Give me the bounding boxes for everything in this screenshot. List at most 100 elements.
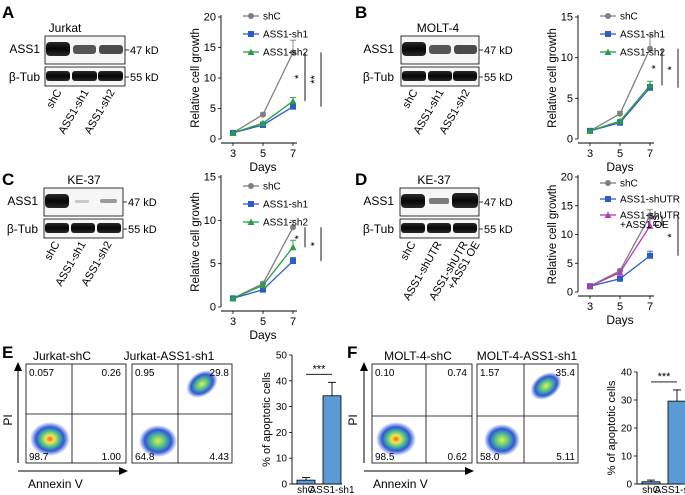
data-point <box>647 45 653 52</box>
y-tick-label: 15 <box>204 172 216 184</box>
blot-band <box>98 71 123 81</box>
y-axis-title: Relative cell growth <box>547 185 559 285</box>
data-point <box>647 212 653 219</box>
x-axis-title: Days <box>249 160 276 174</box>
quadrant-value: 64.8 <box>135 452 155 463</box>
x-tick-label: 7 <box>290 148 296 160</box>
y-tick-label: 0 <box>626 480 632 491</box>
data-point <box>290 258 296 265</box>
quadrant-value: 98.5 <box>375 452 395 463</box>
cell-population <box>530 372 562 400</box>
blot-band <box>401 223 425 233</box>
y-tick-label: 20 <box>561 172 573 184</box>
row-label: β-Tub <box>7 222 38 236</box>
y-tick-label: 10 <box>204 215 216 227</box>
blot-band <box>402 71 426 81</box>
significance-label: * <box>293 74 305 79</box>
growth-chart-a: 0 5 10 15 20 3 5 7 Days Relative cell growth shC AS… <box>190 12 322 174</box>
panel-d: D KE-37 ASS1 β-Tub 47 kD 55 kD shC ASS1-… <box>355 170 513 303</box>
y-tick-label: 15 <box>204 42 216 54</box>
row-label: ASS1 <box>363 42 394 56</box>
quadrant-value: 1.00 <box>102 452 122 463</box>
y-tick-label: 5 <box>567 93 573 105</box>
x-tick-label: 5 <box>260 148 266 160</box>
legend-marker <box>247 48 255 55</box>
y-tick-label: 0 <box>567 134 573 146</box>
quadrant-value: 1.57 <box>480 368 500 379</box>
legend-label: ASS1-sh2 <box>620 48 665 59</box>
significance-label: * <box>666 233 678 238</box>
y-tick-label: 30 <box>621 396 633 407</box>
significance-label: * <box>293 234 305 239</box>
legend-marker <box>604 211 612 218</box>
quadrant-value: 0.74 <box>448 368 468 379</box>
blot-band <box>452 193 478 208</box>
panel-letter: D <box>355 170 367 189</box>
legend-label: ASS1-shUTR <box>620 195 680 206</box>
legend-marker <box>605 13 611 19</box>
y-axis-title: % of apoptotic cells <box>261 372 273 467</box>
apoptosis-chart-e: 0 10 20 30 40 50% of apoptotic cells shCASS1-s… <box>261 351 355 495</box>
panel-a: A Jurkat ASS1 β-Tub 47 kD 55 kD shC ASS1… <box>2 3 159 136</box>
y-tick-label: 10 <box>276 454 288 465</box>
blot-band <box>429 198 449 204</box>
bar <box>322 395 342 485</box>
row-label: ASS1 <box>363 194 394 208</box>
legend-label: ASS1-sh2 <box>263 48 308 59</box>
kd-label: 55 kD <box>128 224 157 236</box>
bar <box>296 479 316 485</box>
blot-band <box>401 194 425 208</box>
y-tick-label: 40 <box>621 368 633 379</box>
significance-label: * <box>666 65 678 70</box>
y-tick-label: 15 <box>561 12 573 24</box>
data-point <box>290 49 296 56</box>
significance-label: * <box>650 64 662 69</box>
legend-label: ASS1-sh1 <box>620 30 665 41</box>
x-tick-label: 5 <box>617 301 623 313</box>
legend-label: shC <box>263 182 281 193</box>
row-label: ASS1 <box>7 194 38 208</box>
row-label: β-Tub <box>9 70 40 84</box>
y-tick-label: 0 <box>210 134 216 146</box>
axis-label: Annexin V <box>373 477 428 491</box>
data-point <box>290 103 296 110</box>
quadrant-value: 58.0 <box>480 452 500 463</box>
legend-label: ASS1-sh2 <box>263 218 308 229</box>
kd-label: 47 kD <box>484 197 513 209</box>
y-tick-label: 50 <box>276 351 288 362</box>
data-point <box>617 110 623 117</box>
flow-title: Jurkat-shC <box>33 349 91 363</box>
data-point <box>617 275 623 282</box>
blot-band <box>453 223 477 233</box>
panel-letter: E <box>2 343 13 362</box>
lane-label: shC <box>400 87 420 110</box>
y-axis-title: Relative cell growth <box>190 192 202 292</box>
y-tick-label: 0 <box>210 302 216 314</box>
significance-label: *** <box>658 371 672 383</box>
panel-c: C KE-37 ASS1 β-Tub 47 kD 55 kD shC ASS1-… <box>2 170 157 288</box>
kd-label: 47 kD <box>130 45 159 57</box>
legend-label: shC <box>263 12 281 23</box>
cell-population <box>186 370 218 398</box>
blot-band <box>429 45 451 54</box>
data-point <box>259 119 267 127</box>
arrow-head <box>119 467 128 475</box>
growth-chart-c: 0 5 10 15 3 5 7 Days Relative cell growth shC ASS1… <box>190 172 322 342</box>
y-tick-label: 30 <box>276 402 288 413</box>
growth-chart-b: 0 5 10 15 3 5 7 Days Relative cell growth shC ASS1… <box>547 12 679 174</box>
series-line <box>232 260 294 299</box>
x-axis-title: Days <box>606 313 633 327</box>
blot-band <box>453 71 477 81</box>
quadrant-value: 98.7 <box>29 452 49 463</box>
x-tick-label: 3 <box>230 148 236 160</box>
cell-line-label: Jurkat <box>49 21 82 35</box>
cell-population <box>30 422 70 456</box>
y-tick-label: 20 <box>204 12 216 24</box>
lane-label: shC <box>44 87 64 110</box>
legend-marker <box>605 31 611 37</box>
significance-label: * <box>309 241 321 246</box>
panel-letter: F <box>347 343 357 362</box>
bar <box>641 481 661 485</box>
kd-label: 47 kD <box>128 197 157 209</box>
arrow-head <box>14 362 22 371</box>
